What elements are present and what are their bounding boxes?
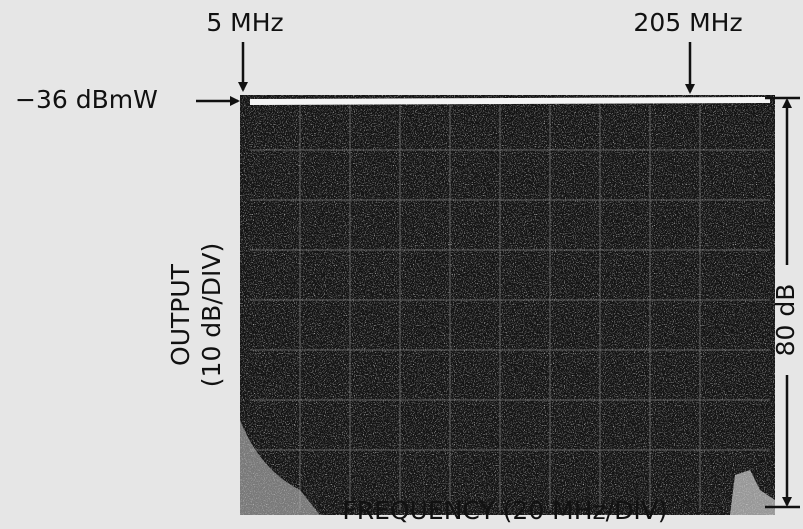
start-frequency-label: 5 MHz: [206, 8, 283, 37]
x-axis-label: FREQUENCY (20 MHz/DIV): [342, 496, 667, 525]
noise-floor: [240, 420, 320, 515]
screen-noise: [240, 95, 775, 515]
reference-level-label: −36 dBmW: [15, 85, 158, 114]
analyzer-screen: [240, 95, 775, 515]
stop-frequency-label: 205 MHz: [633, 8, 742, 37]
span-bracket: [765, 96, 800, 509]
noise-floor: [730, 470, 775, 515]
span-label: 80 dB: [771, 284, 800, 357]
signal-trace: [249, 97, 771, 105]
y-axis-label: OUTPUT: [166, 263, 195, 366]
y-axis-label: (10 dB/DIV): [197, 243, 226, 387]
graticule: [250, 105, 770, 510]
